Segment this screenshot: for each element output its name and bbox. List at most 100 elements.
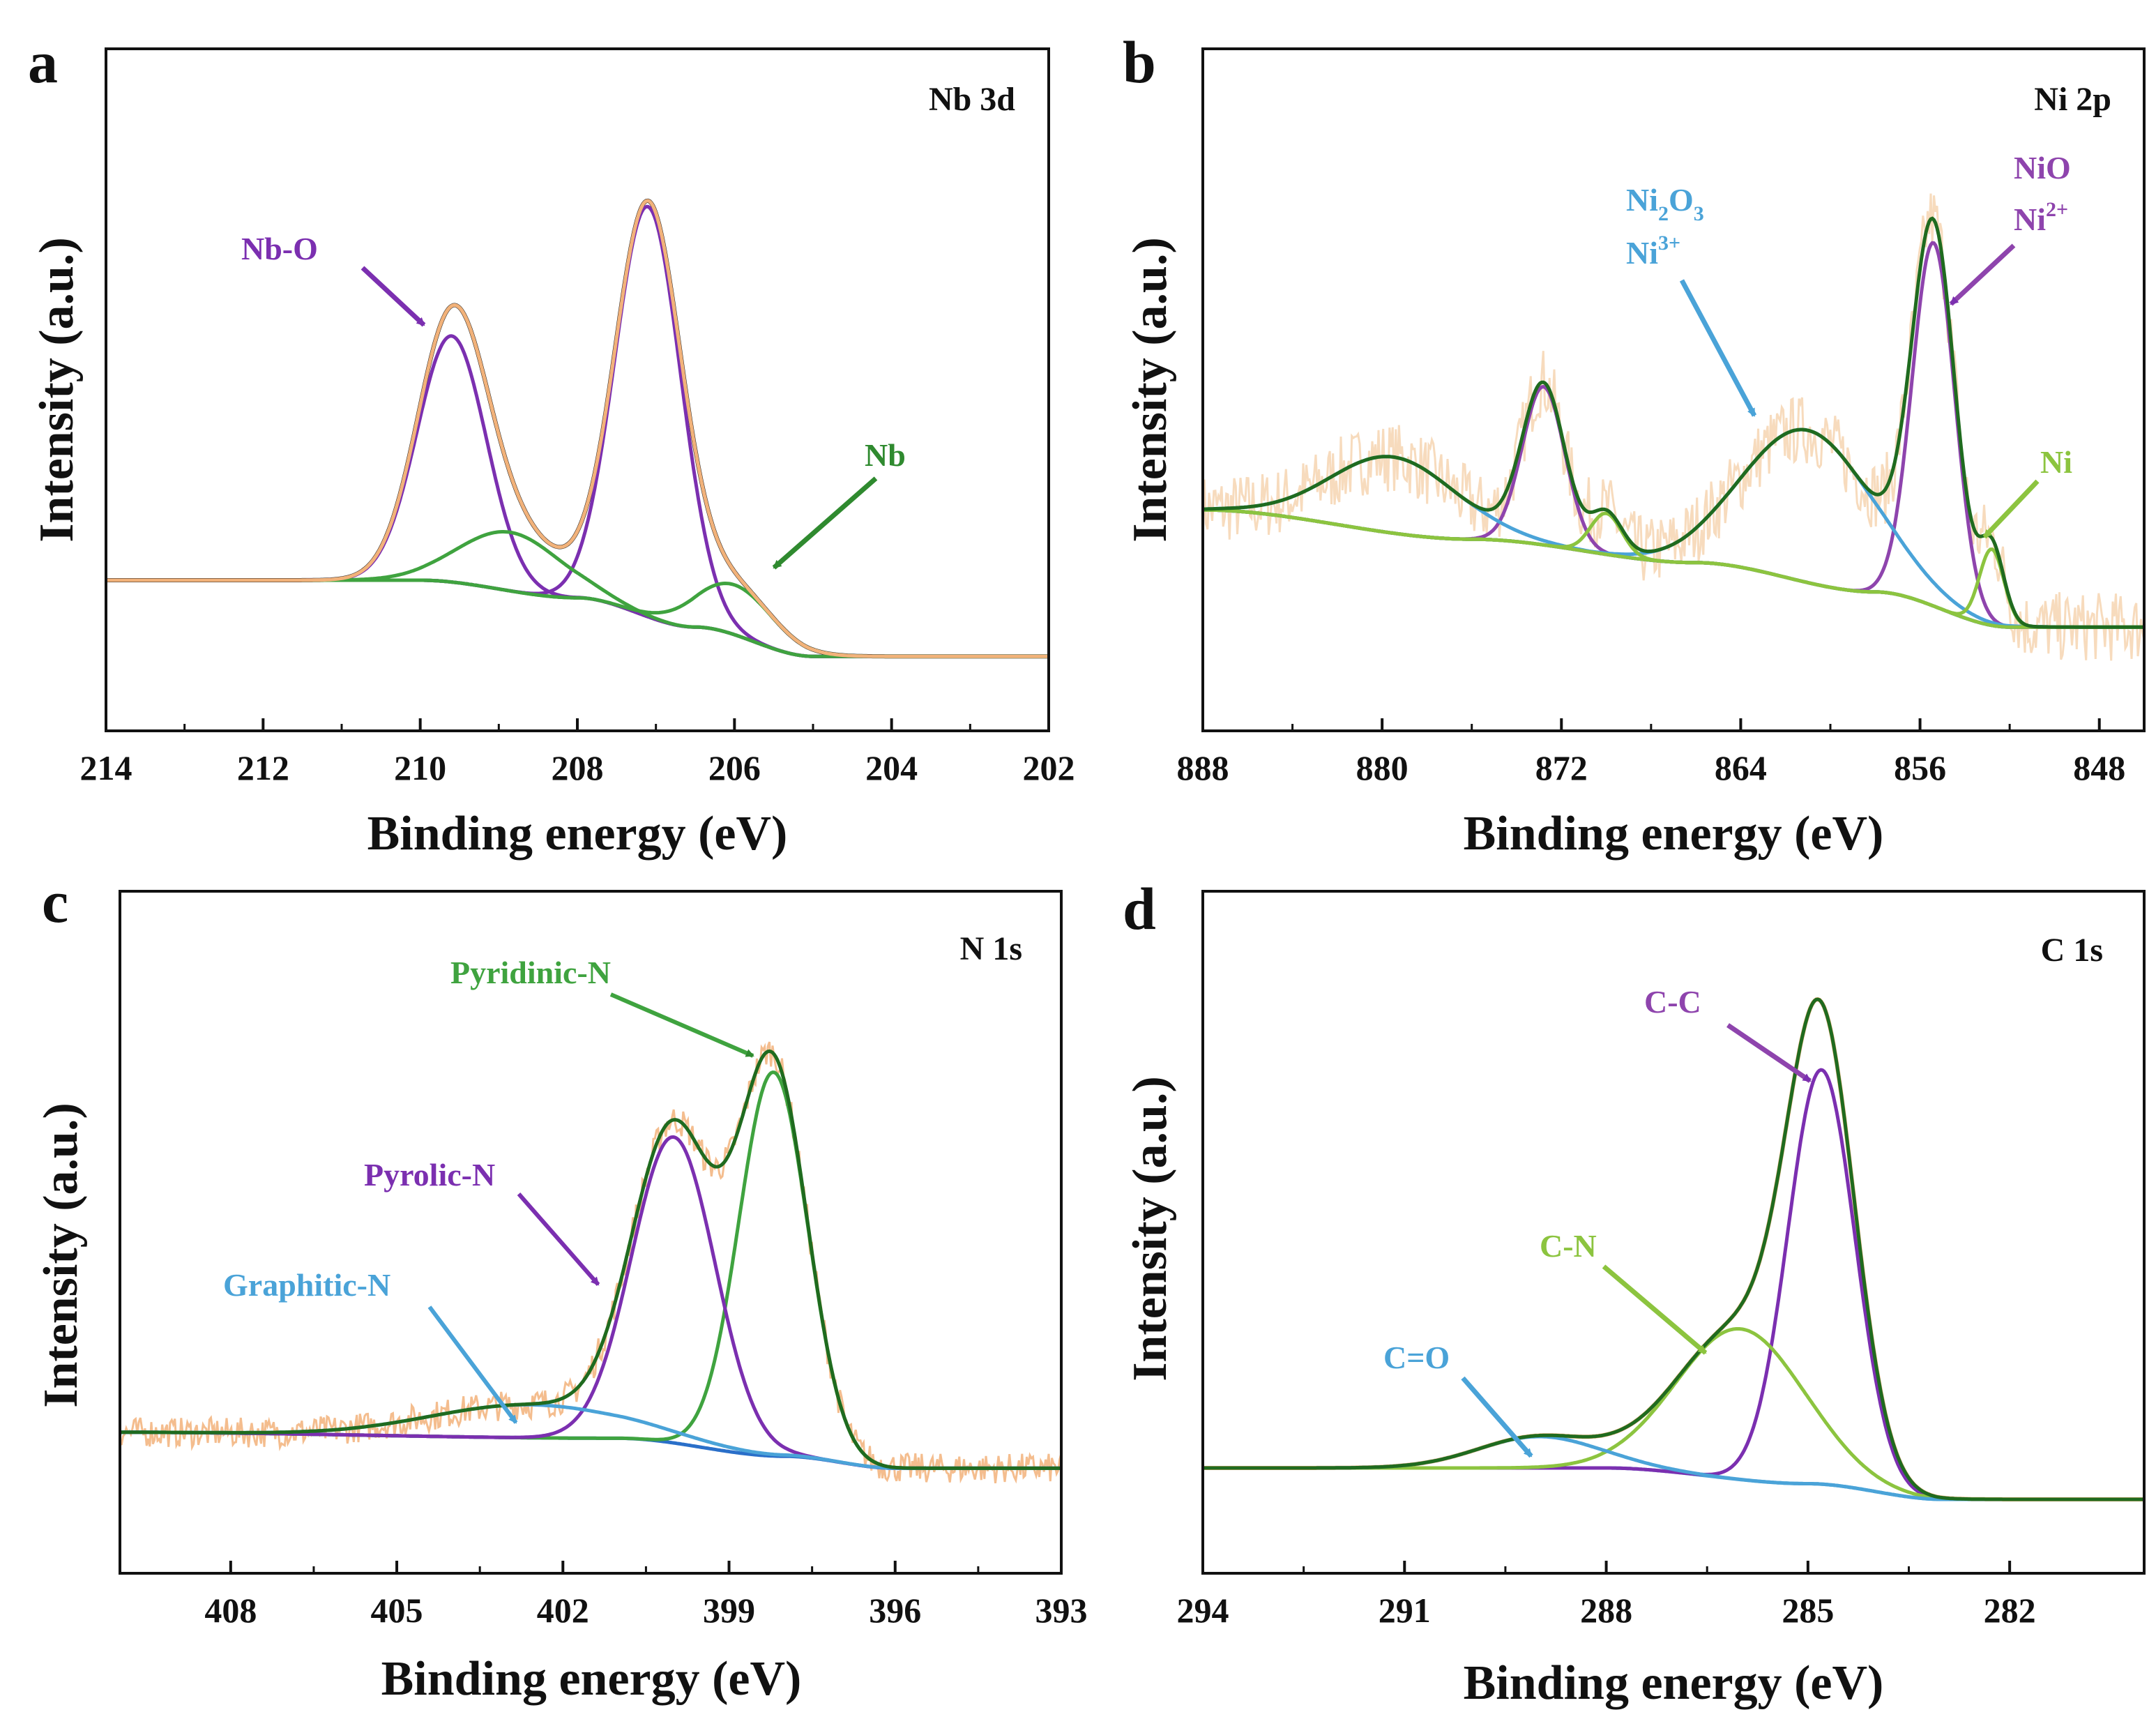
panel-title-b: Ni 2p [2034,81,2111,118]
x-tick-label-c-5: 393 [1035,1591,1088,1630]
panel-d: d C 1s 294 291 288 285 282 Binding energy (e… [1123,875,2146,1710]
x-ticks-d: 294 291 288 285 282 [1177,1561,2036,1630]
x-tick-label-a-3: 208 [552,748,604,787]
axes-frame-b [1201,47,2146,732]
x-ticks-b: 888 880 872 864 856 848 [1177,718,2125,787]
annotation-ni2plus-base: Ni [2014,202,2046,237]
annotation-nio: NiO [2014,150,2071,186]
peak-line-d-1 [1203,1327,2144,1501]
envelope-line-b [1202,216,2144,629]
plot-area-a [106,198,1049,659]
x-tick-label-c-4: 396 [869,1591,921,1630]
envelope-line-a [106,199,1049,658]
y-axis-title-a: Intensity (a.u.) [30,237,84,543]
panel-letter-a: a [28,29,58,96]
x-tick-label-c-0: 408 [204,1591,257,1630]
annotation-ni2plus: Ni2+ [2014,198,2068,237]
x-tick-label-c-3: 399 [703,1591,755,1630]
annotation-nb-o: Nb-O [241,231,318,266]
annotation-ni2plus-sup: 2+ [2046,198,2068,221]
annotation-ni-arrow [1982,479,2040,539]
x-tick-label-d-4: 282 [1984,1591,2036,1630]
panel-c: c N 1s 408 405 402 399 396 393 Binding energy… [34,868,1088,1706]
y-axis-title-c: Intensity (a.u.) [34,1103,88,1408]
peak-line-b-5 [1203,508,2144,629]
annotation-ni2o3-sub1: 2 [1658,202,1669,225]
x-tick-label-b-0: 888 [1177,748,1229,787]
raw-data-line-c [119,1041,1063,1484]
x-tick-label-a-1: 212 [237,748,289,787]
panel-letter-b: b [1123,29,1156,96]
annotation-ni: Ni [2040,444,2072,480]
peak-line-a-0 [106,204,1049,658]
x-tick-label-b-4: 856 [1894,748,1946,787]
x-tick-label-c-2: 402 [537,1591,589,1630]
raw-data-line-a [106,198,1049,659]
axes-frame-d [1201,890,2146,1575]
annotation-ni3plus-sup: 3+ [1658,232,1680,255]
annotation-ni2o3-sub2: 3 [1694,202,1704,225]
x-tick-label-a-0: 214 [80,748,132,787]
x-ticks-a: 214 212 210 208 206 204 202 [80,718,1075,787]
annotation-c-n-arrow [1602,1264,1708,1355]
peak-line-d-0 [1203,1068,2144,1501]
y-axis-title-b: Intensity (a.u.) [1123,237,1177,543]
annotation-graphitic-n: Graphitic-N [223,1267,390,1303]
annotation-nb-o-arrow [360,266,426,327]
annotation-ni2plus-arrow [1949,243,2016,306]
raw-data-line-d [1203,997,2144,1501]
annotation-ni2o3-part1: Ni [1626,182,1658,218]
x-tick-label-b-1: 880 [1356,748,1409,787]
x-tick-label-d-2: 288 [1580,1591,1632,1630]
x-ticks-c: 408 405 402 399 396 393 [204,1561,1088,1630]
annotation-pyrolic-n-arrow [517,1193,600,1286]
plot-area-d [1203,997,2144,1501]
panel-title-c: N 1s [960,930,1022,967]
plot-area-b [1201,193,2146,661]
panel-a: a Nb 3d 214 212 210 208 206 204 202 Binding en… [28,29,1075,861]
annotation-c-n: C-N [1540,1228,1597,1264]
envelope-line-d [1203,997,2144,1501]
annotation-pyridinic-n-arrow [609,992,754,1058]
x-tick-label-a-6: 202 [1023,748,1075,787]
x-axis-title-a: Binding energy (eV) [367,807,788,861]
x-tick-label-a-5: 204 [865,748,918,787]
background-line-a [106,578,1049,658]
annotation-nb: Nb [865,437,906,473]
raw-data-line-b [1201,193,2146,661]
peak-line-a-3 [106,530,1049,658]
x-tick-label-a-4: 206 [708,748,761,787]
annotation-c-o: C=O [1383,1340,1450,1375]
x-tick-label-b-2: 872 [1535,748,1588,787]
x-axis-title-c: Binding energy (eV) [381,1652,802,1706]
plot-area-c [119,1041,1063,1484]
x-tick-label-c-1: 405 [371,1591,423,1630]
annotation-pyrolic-n: Pyrolic-N [364,1157,495,1193]
annotation-ni2o3: Ni2O3 [1626,182,1704,225]
peak-line-b-1 [1203,384,2144,629]
panel-title-d: C 1s [2041,932,2103,969]
peak-line-a-1 [106,334,1049,658]
x-axis-title-b: Binding energy (eV) [1464,807,1884,861]
annotation-ni2o3-part2: O [1669,182,1694,218]
envelope-line-c [120,1049,1061,1470]
axes-frame-a [105,47,1050,732]
panel-b: b Ni 2p 888 880 872 864 856 848 Binding energ… [1123,29,2146,861]
axes-frame-c [119,890,1063,1575]
annotation-c-c: C-C [1644,984,1701,1020]
annotation-ni3plus-arrow [1679,279,1757,417]
peak-line-a-2 [106,578,1049,658]
annotation-graphitic-n-arrow [427,1305,518,1424]
x-tick-label-b-3: 864 [1715,748,1767,787]
panel-letter-d: d [1123,875,1156,942]
x-tick-label-b-5: 848 [2073,748,2125,787]
annotation-pyridinic-n: Pyridinic-N [450,955,611,990]
annotation-nb-arrow [772,476,878,570]
annotation-c-c-arrow [1726,1023,1812,1083]
x-tick-label-d-3: 285 [1782,1591,1834,1630]
x-tick-label-d-1: 291 [1379,1591,1431,1630]
annotation-ni3plus: Ni3+ [1626,232,1680,271]
x-tick-label-a-2: 210 [394,748,446,787]
panel-letter-c: c [42,868,68,935]
